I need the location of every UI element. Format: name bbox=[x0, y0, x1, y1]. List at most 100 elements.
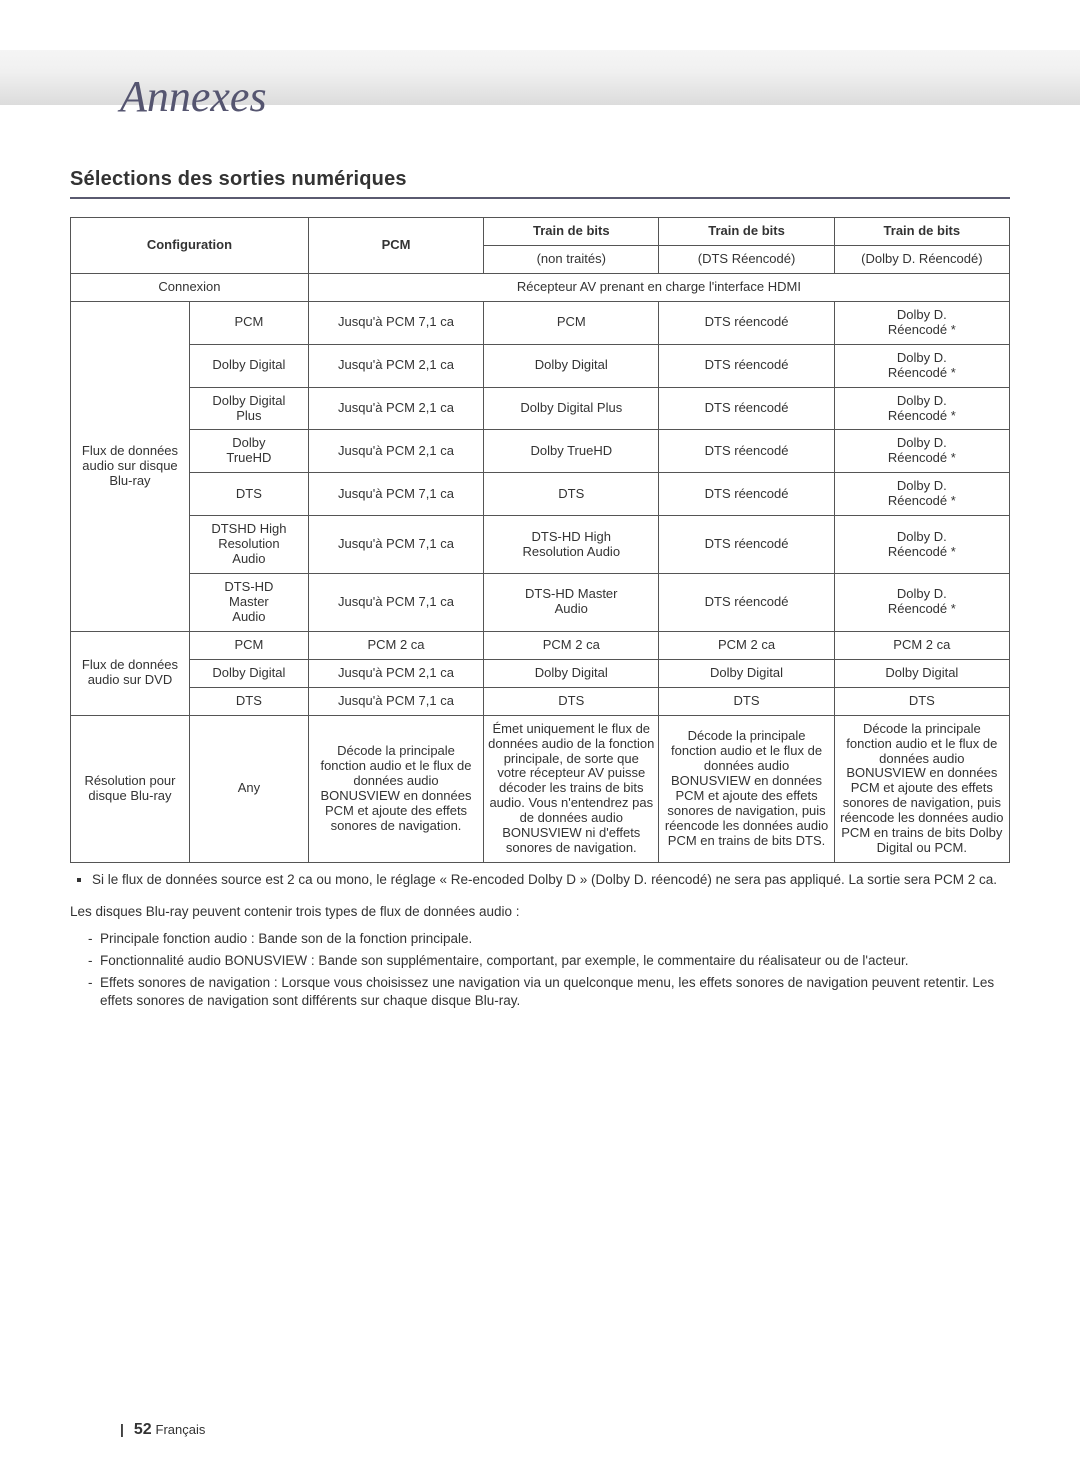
cell-fmt: Dolby Digital Plus bbox=[189, 387, 308, 430]
table-row: Flux de données audio sur disque Blu-ray… bbox=[71, 301, 1010, 344]
cell-dolby: Dolby D. Réencodé * bbox=[834, 344, 1009, 387]
hdr-bits-dts-l1: Train de bits bbox=[659, 218, 834, 246]
connexion-value: Récepteur AV prenant en charge l'interfa… bbox=[308, 273, 1009, 301]
connexion-row: Connexion Récepteur AV prenant en charge… bbox=[71, 273, 1010, 301]
cell-fmt: PCM bbox=[189, 301, 308, 344]
cell-fmt: DTS-HD Master Audio bbox=[189, 574, 308, 632]
cell-fmt: DTS bbox=[189, 687, 308, 715]
cell-fmt: Dolby Digital bbox=[189, 659, 308, 687]
cell-bits-l1: DTS-HD High bbox=[532, 529, 611, 544]
cell-dolby-l1: Dolby D. bbox=[897, 586, 947, 601]
cell-dolby: Décode la principale fonction audio et l… bbox=[834, 715, 1009, 862]
cell-bits: Dolby Digital bbox=[484, 344, 659, 387]
cell-dolby-l1: Dolby D. bbox=[897, 529, 947, 544]
notes-section: Si le flux de données source est 2 ca ou… bbox=[70, 871, 1010, 1010]
notes-dash-list: Principale fonction audio : Bande son de… bbox=[70, 930, 1010, 1011]
cell-dolby-l1: Dolby D. bbox=[897, 478, 947, 493]
cell-dolby: PCM 2 ca bbox=[834, 631, 1009, 659]
table-row: Dolby TrueHD Jusqu'à PCM 2,1 ca Dolby Tr… bbox=[71, 430, 1010, 473]
cell-fmt-l1: DTSHD High bbox=[211, 521, 286, 536]
table-header-row: Configuration PCM Train de bits Train de… bbox=[71, 218, 1010, 246]
cell-fmt: PCM bbox=[189, 631, 308, 659]
notes-item: Principale fonction audio : Bande son de… bbox=[88, 930, 1010, 948]
hdr-bits-untreated-l2: (non traités) bbox=[484, 245, 659, 273]
cell-fmt: DTS bbox=[189, 473, 308, 516]
cell-dts: DTS réencodé bbox=[659, 430, 834, 473]
table-row: DTS Jusqu'à PCM 7,1 ca DTS DTS DTS bbox=[71, 687, 1010, 715]
cell-pcm: Jusqu'à PCM 7,1 ca bbox=[308, 473, 483, 516]
cell-fmt: Any bbox=[189, 715, 308, 862]
cell-pcm: Décode la principale fonction audio et l… bbox=[308, 715, 483, 862]
cell-dts: DTS réencodé bbox=[659, 344, 834, 387]
cell-bits: PCM bbox=[484, 301, 659, 344]
cell-pcm: Jusqu'à PCM 7,1 ca bbox=[308, 574, 483, 632]
hdr-bits-dolby-l2: (Dolby D. Réencodé) bbox=[834, 245, 1009, 273]
cell-pcm: Jusqu'à PCM 2,1 ca bbox=[308, 344, 483, 387]
cell-dts: DTS réencodé bbox=[659, 516, 834, 574]
cell-dolby-l2: Réencodé * bbox=[888, 493, 956, 508]
cell-dolby-l2: Réencodé * bbox=[888, 544, 956, 559]
resolution-label: Résolution pour disque Blu-ray bbox=[71, 715, 190, 862]
dvd-group-label: Flux de données audio sur DVD bbox=[71, 631, 190, 715]
cell-pcm: Jusqu'à PCM 7,1 ca bbox=[308, 687, 483, 715]
cell-bits: PCM 2 ca bbox=[484, 631, 659, 659]
cell-bits: Émet uniquement le flux de données audio… bbox=[484, 715, 659, 862]
cell-pcm: Jusqu'à PCM 7,1 ca bbox=[308, 516, 483, 574]
hdr-config: Configuration bbox=[71, 218, 309, 274]
cell-bits-l1: DTS-HD Master bbox=[525, 586, 617, 601]
page-title: Annexes bbox=[120, 71, 1010, 122]
cell-dolby-l2: Réencodé * bbox=[888, 601, 956, 616]
cell-pcm: Jusqu'à PCM 2,1 ca bbox=[308, 430, 483, 473]
cell-dolby: DTS bbox=[834, 687, 1009, 715]
cell-dts: Dolby Digital bbox=[659, 659, 834, 687]
cell-fmt-l3: Audio bbox=[232, 551, 265, 566]
footer-language: Français bbox=[156, 1422, 206, 1437]
section: Sélections des sorties numériques Config… bbox=[70, 168, 1010, 1010]
cell-pcm: PCM 2 ca bbox=[308, 631, 483, 659]
cell-dolby-l1: Dolby D. bbox=[897, 350, 947, 365]
section-rule bbox=[70, 197, 1010, 199]
cell-bits-l2: Resolution Audio bbox=[522, 544, 620, 559]
cell-dolby-l2: Réencodé * bbox=[888, 322, 956, 337]
cell-fmt-l2: Resolution bbox=[218, 536, 279, 551]
cell-fmt-l3: Audio bbox=[232, 609, 265, 624]
notes-item: Fonctionnalité audio BONUSVIEW : Bande s… bbox=[88, 952, 1010, 970]
cell-dts: DTS réencodé bbox=[659, 301, 834, 344]
resolution-row: Résolution pour disque Blu-ray Any Décod… bbox=[71, 715, 1010, 862]
cell-dolby: Dolby D. Réencodé * bbox=[834, 516, 1009, 574]
cell-dolby: Dolby D. Réencodé * bbox=[834, 301, 1009, 344]
cell-dolby: Dolby Digital bbox=[834, 659, 1009, 687]
connexion-label: Connexion bbox=[71, 273, 309, 301]
cell-dolby: Dolby D. Réencodé * bbox=[834, 473, 1009, 516]
cell-dolby: Dolby D. Réencodé * bbox=[834, 387, 1009, 430]
section-title: Sélections des sorties numériques bbox=[70, 168, 1010, 191]
cell-bits: Dolby Digital Plus bbox=[484, 387, 659, 430]
cell-dts: Décode la principale fonction audio et l… bbox=[659, 715, 834, 862]
cell-fmt-l1: Dolby bbox=[232, 435, 265, 450]
notes-bullet-list: Si le flux de données source est 2 ca ou… bbox=[70, 871, 1010, 889]
cell-bits: DTS bbox=[484, 687, 659, 715]
cell-bits: Dolby TrueHD bbox=[484, 430, 659, 473]
cell-dolby: Dolby D. Réencodé * bbox=[834, 430, 1009, 473]
notes-intro: Les disques Blu-ray peuvent contenir tro… bbox=[70, 903, 1010, 921]
cell-fmt-l1: DTS-HD bbox=[224, 579, 273, 594]
cell-dts: PCM 2 ca bbox=[659, 631, 834, 659]
cell-bits: DTS-HD High Resolution Audio bbox=[484, 516, 659, 574]
table-row: DTSHD High Resolution Audio Jusqu'à PCM … bbox=[71, 516, 1010, 574]
bluray-group-label: Flux de données audio sur disque Blu-ray bbox=[71, 301, 190, 631]
cell-fmt-l1: Dolby Digital bbox=[212, 393, 285, 408]
notes-item: Effets sonores de navigation : Lorsque v… bbox=[88, 974, 1010, 1010]
cell-bits: DTS-HD Master Audio bbox=[484, 574, 659, 632]
table-row: DTS Jusqu'à PCM 7,1 ca DTS DTS réencodé … bbox=[71, 473, 1010, 516]
table-row: Dolby Digital Plus Jusqu'à PCM 2,1 ca Do… bbox=[71, 387, 1010, 430]
hdr-bits-dolby-l1: Train de bits bbox=[834, 218, 1009, 246]
cell-pcm: Jusqu'à PCM 7,1 ca bbox=[308, 301, 483, 344]
footer-page-number: 52 bbox=[134, 1421, 152, 1438]
cell-dolby-l1: Dolby D. bbox=[897, 435, 947, 450]
table-row: DTS-HD Master Audio Jusqu'à PCM 7,1 ca D… bbox=[71, 574, 1010, 632]
cell-fmt: DTSHD High Resolution Audio bbox=[189, 516, 308, 574]
cell-bits: Dolby Digital bbox=[484, 659, 659, 687]
page: Annexes Sélections des sorties numérique… bbox=[0, 0, 1080, 1479]
cell-fmt: Dolby Digital bbox=[189, 344, 308, 387]
cell-dts: DTS réencodé bbox=[659, 387, 834, 430]
